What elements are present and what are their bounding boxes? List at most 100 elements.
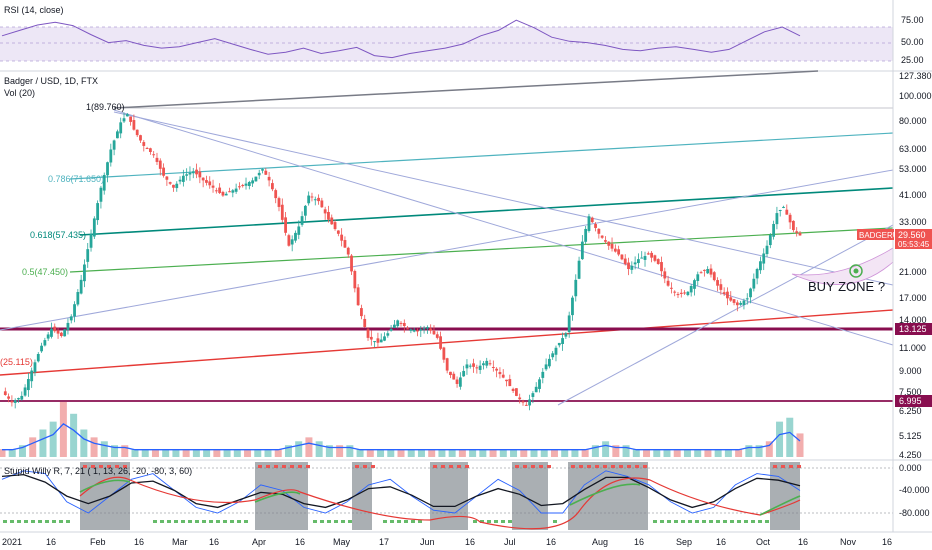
osc-regime-block [430,462,468,530]
osc-oversold-dot [313,520,317,523]
osc-overbought-dot [523,465,527,468]
candle-body [201,177,205,181]
candle-body [580,241,584,260]
osc-overbought-dot [635,465,639,468]
candle-body [534,386,538,393]
candle-body [429,328,433,331]
osc-regime-block [568,462,648,530]
candle-body [353,271,357,289]
osc-oversold-dot [688,520,692,523]
candle-body [175,183,179,189]
candle-body [350,255,353,272]
osc-oversold-dot [45,520,49,523]
candle-body [462,370,466,377]
osc-overbought-dot [603,465,607,468]
osc-overbought-dot [531,465,535,468]
candle-body [495,368,499,371]
candle-body [590,217,594,223]
volume-bar [704,449,712,457]
osc-regime-block [512,462,548,530]
price-tick-label: 100.000 [899,91,932,101]
osc-regime-block [80,462,130,530]
candle-body [482,363,485,366]
volume-bar [336,445,344,457]
candle-body [795,231,799,233]
candle-body [409,329,413,331]
price-tick-label: 6.250 [899,406,922,416]
downtrend-line-1 [113,109,894,346]
candle-body [455,379,459,384]
candle-body [139,135,142,141]
candle-body [452,373,456,380]
time-tick-label: 16 [465,537,475,547]
candle-body [23,387,27,396]
osc-oversold-dot [418,520,422,523]
osc-oversold-dot [730,520,734,523]
candle-body [393,324,396,328]
candle-body [73,304,76,317]
fib-0786-line [69,132,894,180]
volume-bar [18,445,26,457]
candle-body [521,401,525,403]
volume-bar [377,449,385,457]
volume-bar [39,429,47,457]
candle-body [76,292,80,305]
candle-body [686,291,690,296]
osc-oversold-dot [695,520,699,523]
volume-bar [29,437,37,457]
candle-body [313,199,317,201]
candle-body [218,187,222,193]
candle-body [129,116,133,122]
osc-oversold-dot [202,520,206,523]
oscillator-label: Stupid Willy R, 7, 21 ( 1, 13, 26, -20, … [4,466,192,476]
candle-body [501,374,505,378]
osc-oversold-dot [716,520,720,523]
candle-body [399,322,403,324]
osc-overbought-dot [441,465,445,468]
candle-body [607,241,611,246]
candle-body [785,209,789,215]
candle-body [244,183,248,186]
candle-body [627,262,630,270]
time-tick-label: Feb [90,537,106,547]
level-tag-upper: 13.125 [895,323,932,335]
volume-bar [469,449,477,457]
volume-bar [151,449,159,457]
candle-body [195,169,198,175]
candle-body [142,142,146,146]
price-tick-label: 41.000 [899,190,927,200]
candle-body [162,167,165,176]
volume-bar [632,449,640,457]
volume-bar [561,449,569,457]
candle-body [122,118,126,122]
time-axis[interactable]: 2021 16 Feb 16 Mar 16 Apr 16 May 17 Jun 16 Jul 16 Aug 1… [2,537,892,547]
candle-body [458,377,462,387]
volume-bar [264,449,272,457]
candle-body [706,269,710,274]
fib-1-label: 1(89.760) [86,102,125,112]
candle-body [228,191,231,193]
volume-bar [274,449,282,457]
volume-bar [448,449,456,457]
volume-bar [203,449,211,457]
candle-body [208,181,212,186]
candle-body [759,261,762,271]
candle-body [59,332,63,337]
resistance-line [79,187,894,236]
volume-bar [254,449,262,457]
price-axis[interactable]: 75.00 50.00 25.00 127.380 100.000 80.000 63.00… [899,15,932,518]
osc-oversold-dot [66,520,70,523]
candle-body [442,347,446,360]
candle-body [284,217,287,233]
volume-bar [141,449,149,457]
osc-oversold-dot [334,520,338,523]
osc-overbought-dot [627,465,631,468]
candle-body [610,243,614,249]
candle-body [155,157,159,162]
candle-body [366,329,370,338]
osc-regime-block [770,462,800,530]
osc-overbought-dot [83,465,87,468]
time-tick-label: May [333,537,351,547]
time-tick-label: Jul [504,537,516,547]
